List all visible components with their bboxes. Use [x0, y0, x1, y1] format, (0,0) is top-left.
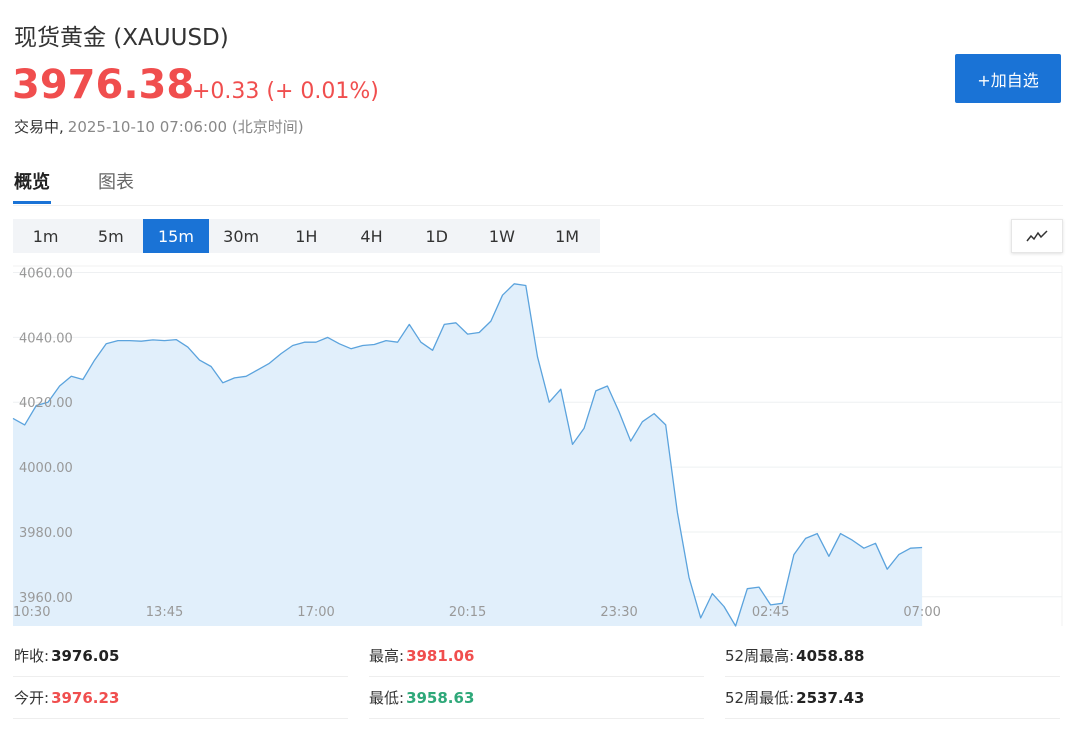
period-1m[interactable]: 1m: [32, 226, 59, 246]
update-time: 2025-10-10 07:06:00 (北京时间): [67, 118, 304, 136]
stats-row-2: 今开: 3976.23 最低: 3958.63 52周最低: 2537.43: [0, 687, 1080, 707]
divider: [369, 718, 704, 719]
divider: [13, 676, 348, 677]
stat-value: 3958.63: [406, 689, 475, 707]
period-4h[interactable]: 4H: [360, 226, 383, 246]
line-chart-icon: [1026, 230, 1048, 242]
stat-value: 4058.88: [796, 647, 865, 665]
stat-value: 3976.23: [51, 689, 120, 707]
stat-open: 今开: 3976.23: [14, 687, 119, 708]
divider: [369, 676, 704, 677]
period-1w[interactable]: 1W: [488, 226, 515, 246]
stat-label: 昨收:: [14, 647, 50, 665]
y-tick-label: 4020.00: [19, 396, 73, 411]
period-30m[interactable]: 30m: [223, 226, 260, 246]
stat-value: 3976.05: [51, 647, 120, 665]
tab-overview[interactable]: 概览: [14, 172, 50, 193]
active-tab-indicator: [13, 201, 51, 204]
x-tick-label: 07:00: [903, 605, 940, 620]
period-1mo[interactable]: 1M: [555, 226, 580, 246]
x-tick-label: 13:45: [146, 605, 183, 620]
stats-row-1: 昨收: 3976.05 最高: 3981.06 52周最高: 4058.88: [0, 645, 1080, 665]
status-text: 交易中,: [14, 118, 64, 136]
stat-value: 2537.43: [796, 689, 865, 707]
divider: [13, 718, 348, 719]
price-line: [12, 283, 923, 627]
stat-label: 今开:: [14, 689, 50, 707]
chart-type-button[interactable]: [1011, 219, 1063, 253]
x-tick-label: 23:30: [600, 605, 637, 620]
x-tick-label: 17:00: [297, 605, 334, 620]
y-tick-label: 4000.00: [19, 461, 73, 476]
page-title: 现货黄金 (XAUUSD): [14, 25, 229, 51]
divider: [725, 718, 1060, 719]
stat-52w-high: 52周最高: 4058.88: [725, 645, 864, 666]
period-1h[interactable]: 1H: [295, 226, 318, 246]
stat-label: 最低:: [369, 689, 405, 707]
stat-low: 最低: 3958.63: [369, 687, 474, 708]
stat-value: 3981.06: [406, 647, 475, 665]
stat-prev-close: 昨收: 3976.05: [14, 645, 119, 666]
divider: [13, 205, 1063, 206]
stat-label: 最高:: [369, 647, 405, 665]
price-chart: 4060.00 4040.00 4020.00 4000.00 3980.00 3960.…: [12, 265, 1063, 627]
stat-high: 最高: 3981.06: [369, 645, 474, 666]
y-tick-label: 3980.00: [19, 526, 73, 541]
period-5m[interactable]: 5m: [97, 226, 124, 246]
add-watchlist-button[interactable]: +加自选: [955, 54, 1061, 103]
y-tick-label: 4040.00: [19, 331, 73, 346]
y-tick-label: 4060.00: [19, 266, 73, 281]
divider: [725, 676, 1060, 677]
price-change: +0.33 (+ 0.01%): [192, 79, 379, 104]
y-tick-label: 3960.00: [19, 591, 73, 606]
stat-52w-low: 52周最低: 2537.43: [725, 687, 864, 708]
price-area: [13, 283, 923, 626]
stat-label: 52周最低:: [725, 689, 795, 707]
current-price: 3976.38: [12, 62, 195, 108]
x-tick-label: 20:15: [449, 605, 486, 620]
x-tick-label: 10:30: [13, 605, 50, 620]
stat-label: 52周最高:: [725, 647, 795, 665]
period-selector: 1m 5m 15m 30m 1H 4H 1D 1W 1M: [13, 219, 600, 253]
trading-status: 交易中, 2025-10-10 07:06:00 (北京时间): [14, 116, 304, 137]
x-tick-label: 02:45: [752, 605, 789, 620]
period-1d[interactable]: 1D: [425, 226, 448, 246]
period-15m[interactable]: 15m: [143, 219, 209, 253]
tab-chart[interactable]: 图表: [98, 172, 134, 193]
